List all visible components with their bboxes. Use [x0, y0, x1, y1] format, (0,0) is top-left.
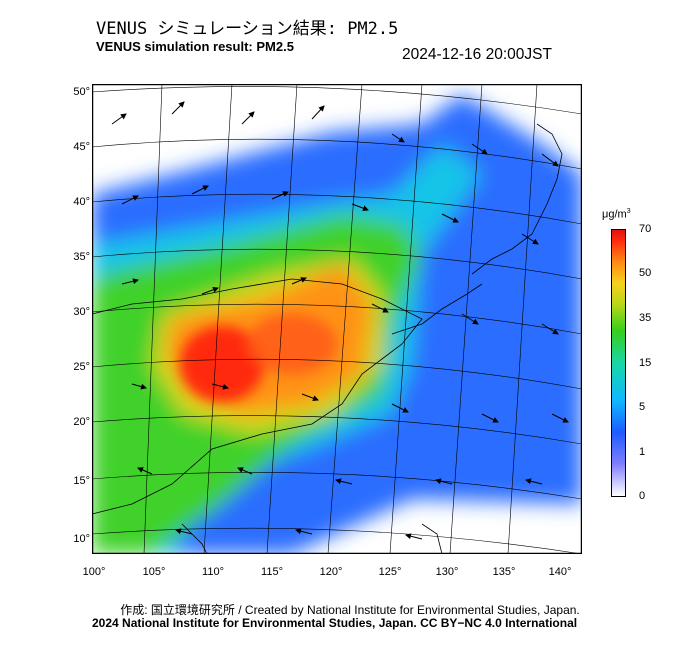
credit-line: 作成: 国立環境研究所 / Created by National Instit…: [120, 603, 580, 617]
lon-label: 110°: [202, 566, 224, 578]
lat-label: 40°: [73, 196, 90, 208]
colorbar-unit: μg/m3: [602, 208, 631, 221]
colorbar-tick: 5: [639, 401, 646, 413]
colorbar-tick: 0: [639, 490, 646, 502]
colorbar-tick: 15: [639, 357, 652, 369]
timestamp: 2024-12-16 20:00JST: [402, 46, 552, 63]
lon-label: 115°: [261, 566, 283, 578]
lat-label: 15°: [73, 475, 90, 487]
lat-label: 45°: [73, 141, 90, 153]
map-canvas: [92, 84, 582, 554]
lon-label: 120°: [319, 566, 343, 578]
lat-label: 35°: [73, 251, 90, 263]
lon-label: 100°: [82, 566, 106, 578]
lon-label: 140°: [548, 566, 572, 578]
title-english: VENUS simulation result: PM2.5: [96, 39, 294, 54]
lat-label: 30°: [73, 306, 90, 318]
colorbar-tick: 50: [639, 267, 652, 279]
lon-label: 130°: [435, 566, 459, 578]
lon-label: 105°: [142, 566, 166, 578]
colorbar-tick: 1: [639, 446, 646, 458]
lat-label: 10°: [73, 533, 90, 545]
hotspot-east-china: [247, 314, 337, 374]
colorbar-tick: 35: [639, 312, 652, 324]
lat-label: 25°: [73, 361, 90, 373]
pm25-map: [92, 84, 582, 554]
colorbar-tick: 70: [639, 223, 652, 235]
colorbar: [611, 229, 626, 497]
wind-vectors: [111, 101, 569, 540]
lat-label: 50°: [73, 86, 90, 98]
license-line: 2024 National Institute for Environmenta…: [92, 616, 578, 630]
hotspot-south-china: [180, 326, 264, 402]
lon-label: 125°: [378, 566, 402, 578]
lon-label: 135°: [492, 566, 516, 578]
graticule: [92, 84, 582, 554]
lat-label: 20°: [73, 416, 90, 428]
title-japanese: VENUS シミュレーション結果: PM2.5: [96, 19, 399, 39]
coastlines: [92, 123, 563, 554]
